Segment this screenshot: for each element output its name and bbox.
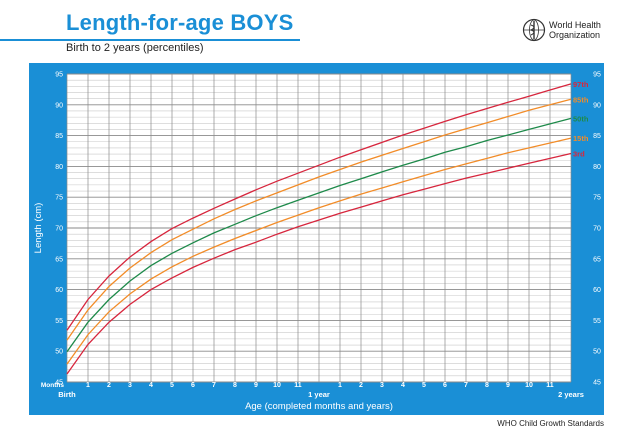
x-tick-label: 3 [128,382,132,389]
x-tick-label: 7 [212,382,216,389]
y-tick-label-left: 95 [55,72,63,79]
page-subtitle: Birth to 2 years (percentiles) [66,42,204,54]
who-emblem-icon [522,18,546,42]
percentile-line-3rd [66,152,572,375]
y-tick-label-right: 85 [593,133,601,140]
y-tick-label-left: 65 [55,256,63,263]
x-tick-label: 2 years [558,390,584,399]
x-tick-label: 11 [546,382,554,389]
y-tick-label-left: 75 [55,195,63,202]
x-tick-label: 5 [170,382,174,389]
title-rule [0,39,300,41]
x-tick-label: 11 [294,382,302,389]
percentile-label-50th: 50th [573,114,589,123]
x-tick-label: 7 [464,382,468,389]
x-tick-label: 1 year [308,390,330,399]
x-tick-label: 6 [443,382,447,389]
y-tick-label-right: 95 [593,72,601,79]
x-tick-label: 6 [191,382,195,389]
y-tick-label-left: 85 [55,133,63,140]
percentile-line-85th [66,98,572,341]
percentile-line-50th [66,117,572,353]
who-logo: World Health Organization [522,18,601,42]
x-tick-label: 9 [506,382,510,389]
x-tick-label: 4 [149,382,153,389]
y-tick-label-left: 80 [55,164,63,171]
who-name-line2: Organization [549,30,601,40]
x-tick-label: Birth [58,390,76,399]
x-tick-label: 2 [107,382,111,389]
y-tick-label-right: 90 [593,102,601,109]
x-tick-label: 8 [485,382,489,389]
y-tick-label-left: 50 [55,349,63,356]
y-tick-label-right: 50 [593,349,601,356]
percentile-label-85th: 85th [573,95,589,104]
source-note: WHO Child Growth Standards [497,419,604,428]
percentile-line-97th [66,83,572,331]
x-tick-label: 9 [254,382,258,389]
x-axis-title: Age (completed months and years) [245,401,393,412]
percentile-label-3rd: 3rd [573,149,585,158]
x-tick-label: 1 [338,382,342,389]
x-tick-label: 8 [233,382,237,389]
x-tick-label: 2 [359,382,363,389]
x-tick-label: 10 [525,382,533,389]
percentile-label-97th: 97th [573,80,589,89]
percentile-line-15th [66,137,572,365]
y-tick-label-left: 45 [55,380,63,387]
x-tick-label: 5 [422,382,426,389]
y-tick-label-left: 55 [55,318,63,325]
y-tick-label-right: 45 [593,380,601,387]
y-tick-label-right: 55 [593,318,601,325]
y-tick-label-right: 75 [593,195,601,202]
x-tick-label: 4 [401,382,405,389]
y-tick-label-right: 70 [593,226,601,233]
y-tick-label-left: 90 [55,102,63,109]
y-tick-label-right: 60 [593,287,601,294]
y-tick-label-right: 80 [593,164,601,171]
x-tick-label: 10 [273,382,281,389]
y-axis-title: Length (cm) [33,203,44,254]
y-tick-label-right: 65 [593,256,601,263]
y-tick-label-left: 70 [55,226,63,233]
percentile-label-15th: 15th [573,134,589,143]
page-title: Length-for-age BOYS [66,10,294,35]
x-tick-label: 1 [86,382,90,389]
y-tick-label-left: 60 [55,287,63,294]
who-name-line1: World Health [549,20,601,30]
x-tick-label: 3 [380,382,384,389]
months-label: Months [41,382,64,389]
